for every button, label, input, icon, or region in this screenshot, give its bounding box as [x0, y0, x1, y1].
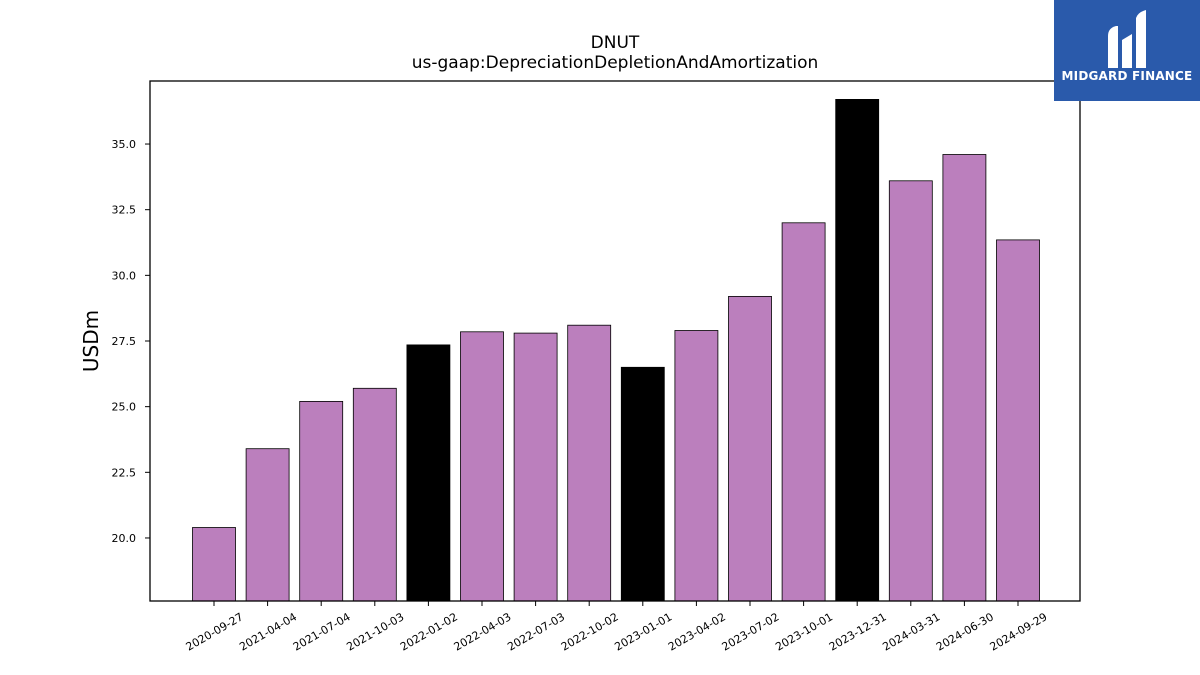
y-axis-label: USDm: [79, 310, 103, 372]
x-tick-label: 2024-03-31: [880, 610, 942, 653]
y-tick-label: 32.5: [112, 204, 137, 217]
bar-2023-12-31: [835, 99, 880, 602]
midgard-finance-logo: MIDGARD FINANCE: [1054, 0, 1200, 101]
y-tick-label: 27.5: [112, 335, 137, 348]
x-tick-label: 2022-10-02: [559, 610, 621, 653]
x-tick-label: 2020-09-27: [184, 610, 246, 653]
y-tick-label: 30.0: [112, 269, 137, 282]
x-tick-label: 2022-07-03: [505, 610, 567, 653]
bar-2022-07-03: [513, 332, 558, 602]
x-tick-label: 2023-10-01: [773, 610, 835, 653]
y-tick-label: 22.5: [112, 466, 137, 479]
x-tick-label: 2023-12-31: [827, 610, 889, 653]
x-tick-label: 2022-04-03: [452, 610, 514, 653]
x-tick-label: 2023-04-02: [666, 610, 728, 653]
bar-2024-03-31: [888, 180, 933, 602]
bar-2023-01-01: [620, 366, 665, 602]
bar-series: [192, 99, 1040, 602]
bar-2020-09-27: [192, 527, 236, 602]
x-tick-label: 2023-07-02: [720, 610, 782, 653]
bar-2024-06-30: [942, 154, 987, 602]
x-axis-ticks: 2020-09-272021-04-042021-07-042021-10-03…: [184, 601, 1050, 654]
bar-2022-01-02: [406, 344, 451, 602]
y-tick-label: 20.0: [112, 532, 137, 545]
x-tick-label: 2021-10-03: [344, 610, 406, 653]
x-tick-label: 2021-07-04: [291, 610, 353, 653]
bar-2023-10-01: [781, 222, 826, 602]
x-tick-label: 2021-04-04: [237, 610, 299, 653]
y-axis-ticks: 20.0 22.5 25.0 27.5 30.0 32.5 35.0: [112, 138, 150, 545]
x-tick-label: 2023-01-01: [612, 610, 674, 653]
logo-wordmark: MIDGARD FINANCE: [1061, 69, 1193, 83]
x-tick-label: 2024-09-29: [988, 610, 1050, 653]
plot-frame: [149, 80, 1081, 602]
y-tick-label: 35.0: [112, 138, 137, 151]
chart-subtitle: us-gaap:DepreciationDepletionAndAmortiza…: [412, 53, 819, 73]
bar-2023-04-02: [674, 330, 719, 602]
y-tick-label: 25.0: [112, 401, 137, 414]
midgard-logo-icon: [1108, 10, 1146, 68]
chart-title: DNUT: [591, 33, 640, 53]
x-tick-label: 2022-01-02: [398, 610, 460, 653]
bar-2022-04-03: [460, 331, 504, 602]
bar-2021-10-03: [352, 387, 397, 602]
bar-2024-09-29: [996, 239, 1040, 602]
bar-2022-10-02: [567, 324, 612, 602]
bar-2023-07-02: [728, 295, 772, 602]
bar-2021-04-04: [245, 448, 290, 602]
bar-2021-07-04: [299, 400, 344, 602]
x-tick-label: 2024-06-30: [934, 610, 996, 653]
